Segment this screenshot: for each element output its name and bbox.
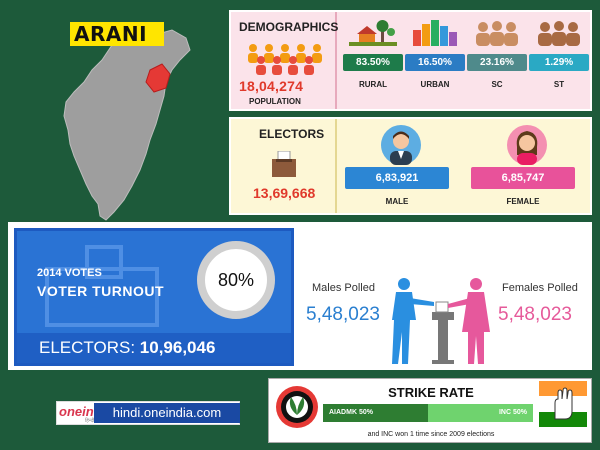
strike-rate-note: and INC won 1 time since 2009 elections [367, 431, 495, 438]
congress-hand-icon [539, 381, 587, 427]
electors-panel: ELECTORS 13,69,668 6,83,921 MALE 6,85,74… [229, 117, 592, 215]
turnout-card: 2014 VOTES VOTER TURNOUT 80% ELECTORS: 1… [14, 228, 294, 366]
females-polled-value: 5,48,023 [498, 304, 572, 325]
st-label: ST [553, 80, 565, 89]
st-percent: 1.29% [529, 54, 589, 71]
turnout-title: VOTER TURNOUT [37, 283, 165, 299]
electors-title: ELECTORS [259, 127, 325, 141]
rural-percent: 83.50% [343, 54, 403, 71]
rural-label: RURAL [359, 80, 387, 89]
female-electors-value: 6,85,747 [471, 167, 575, 189]
rural-house-icon [349, 20, 397, 46]
demographics-title: DEMOGRAPHICS [239, 20, 339, 34]
urban-label: URBAN [420, 80, 450, 89]
crowd-icon [248, 44, 322, 75]
aiadmk-strike-bar: AIADMK 50% [323, 404, 428, 422]
stat-rural: 83.50% RURAL [343, 20, 403, 89]
region-name: ARANI [70, 22, 164, 46]
stat-st: 1.29% ST [529, 20, 589, 89]
urban-percent: 16.50% [405, 54, 465, 71]
female-avatar-icon [507, 125, 547, 165]
strike-rate-panel: STRIKE RATE AIADMK 50% INC 50% and INC w… [268, 378, 592, 443]
male-label: MALE [385, 197, 409, 206]
site-url-link[interactable]: hindi.oneindia.com [94, 403, 240, 423]
turnout-electors: ELECTORS: 10,96,046 [17, 333, 291, 363]
ballot-box-icon [272, 151, 296, 177]
sc-percent: 23.16% [467, 54, 527, 71]
st-people-icon [538, 21, 580, 46]
males-polled-label: Males Polled [312, 282, 375, 294]
population-label: POPULATION [249, 97, 301, 106]
oneindia-logo-sub: हिन्दी [85, 418, 95, 424]
population-value: 18,04,274 [239, 78, 304, 94]
stat-urban: 16.50% URBAN [405, 20, 465, 89]
females-polled-label: Females Polled [502, 282, 578, 294]
turnout-year: 2014 VOTES [37, 267, 102, 279]
population-block: DEMOGRAPHICS 18,04,274 POPULATION [231, 12, 339, 109]
turnout-panel: 2014 VOTES VOTER TURNOUT 80% ELECTORS: 1… [8, 222, 592, 370]
electors-total: 13,69,668 [253, 185, 316, 201]
voting-hand-watermark-icon [45, 245, 159, 327]
inc-strike-bar: INC 50% [428, 404, 533, 422]
electors-total-block: ELECTORS 13,69,668 [231, 119, 337, 213]
aiadmk-two-leaves-icon [276, 386, 318, 428]
strike-rate-title: STRIKE RATE [388, 385, 474, 400]
voters-casting-ballot-icon [392, 278, 490, 364]
demographics-panel: DEMOGRAPHICS 18,04,274 POPULATION [229, 10, 592, 111]
male-electors-value: 6,83,921 [345, 167, 449, 189]
turnout-electors-value: 10,96,046 [139, 338, 216, 357]
female-label: FEMALE [506, 197, 540, 206]
turnout-electors-label: ELECTORS: [39, 338, 136, 357]
sc-label: SC [491, 80, 503, 89]
male-avatar-icon [381, 125, 421, 165]
stat-sc: 23.16% SC [467, 20, 527, 89]
males-polled-value: 5,48,023 [306, 304, 380, 325]
urban-buildings-icon [413, 20, 457, 46]
sc-people-icon [476, 21, 518, 46]
tamil-nadu-map [63, 29, 191, 221]
turnout-percent: 80% [197, 241, 275, 319]
